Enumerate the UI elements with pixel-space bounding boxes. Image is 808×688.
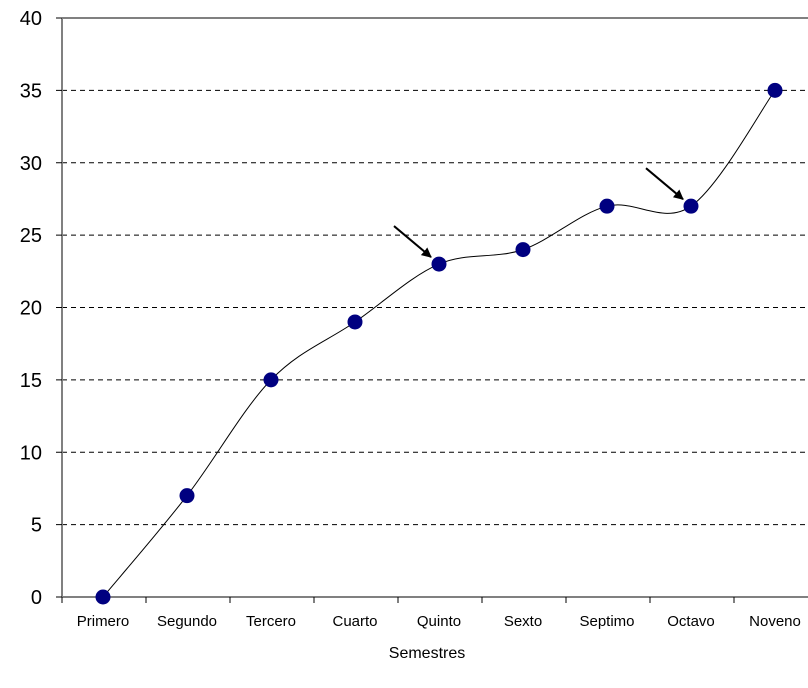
- x-axis-title: Semestres: [389, 645, 465, 662]
- y-tick-label: 10: [20, 442, 42, 464]
- data-point: [683, 198, 699, 214]
- data-point: [95, 589, 111, 605]
- data-point: [179, 488, 195, 504]
- x-tick-label: Septimo: [579, 613, 634, 630]
- data-point: [347, 314, 363, 330]
- x-tick-label: Octavo: [667, 613, 715, 630]
- annotation-arrow: [645, 167, 684, 200]
- x-tick-label: Tercero: [246, 613, 296, 630]
- x-tick-label: Segundo: [157, 613, 217, 630]
- x-tick-label: Cuarto: [332, 613, 377, 630]
- data-point: [599, 198, 615, 214]
- y-tick-label: 5: [31, 515, 42, 537]
- data-point: [767, 82, 783, 98]
- y-tick-label: 25: [20, 225, 42, 247]
- y-tick-label: 20: [20, 298, 42, 320]
- data-point: [431, 256, 447, 272]
- annotation-arrow: [393, 225, 432, 258]
- y-tick-label: 15: [20, 370, 42, 392]
- data-points: [95, 82, 783, 605]
- annotations: [393, 167, 684, 258]
- y-tick-label: 0: [31, 587, 42, 609]
- y-tick-labels: 0 5 10 15 20 25 30 35 40: [20, 8, 62, 609]
- x-tick-label: Sexto: [504, 613, 542, 630]
- x-tick-label: Noveno: [749, 613, 801, 630]
- y-tick-label: 30: [20, 153, 42, 175]
- y-tick-label: 35: [20, 80, 42, 102]
- data-point: [515, 242, 531, 258]
- data-point: [263, 372, 279, 388]
- y-tick-label: 40: [20, 8, 42, 30]
- gridlines: [62, 89, 808, 526]
- x-tick-label: Primero: [77, 613, 130, 630]
- x-tick-labels: Primero Segundo Tercero Cuarto Quinto Sexto Se…: [61, 597, 801, 630]
- series-line: [102, 90, 776, 598]
- x-tick-label: Quinto: [417, 613, 461, 630]
